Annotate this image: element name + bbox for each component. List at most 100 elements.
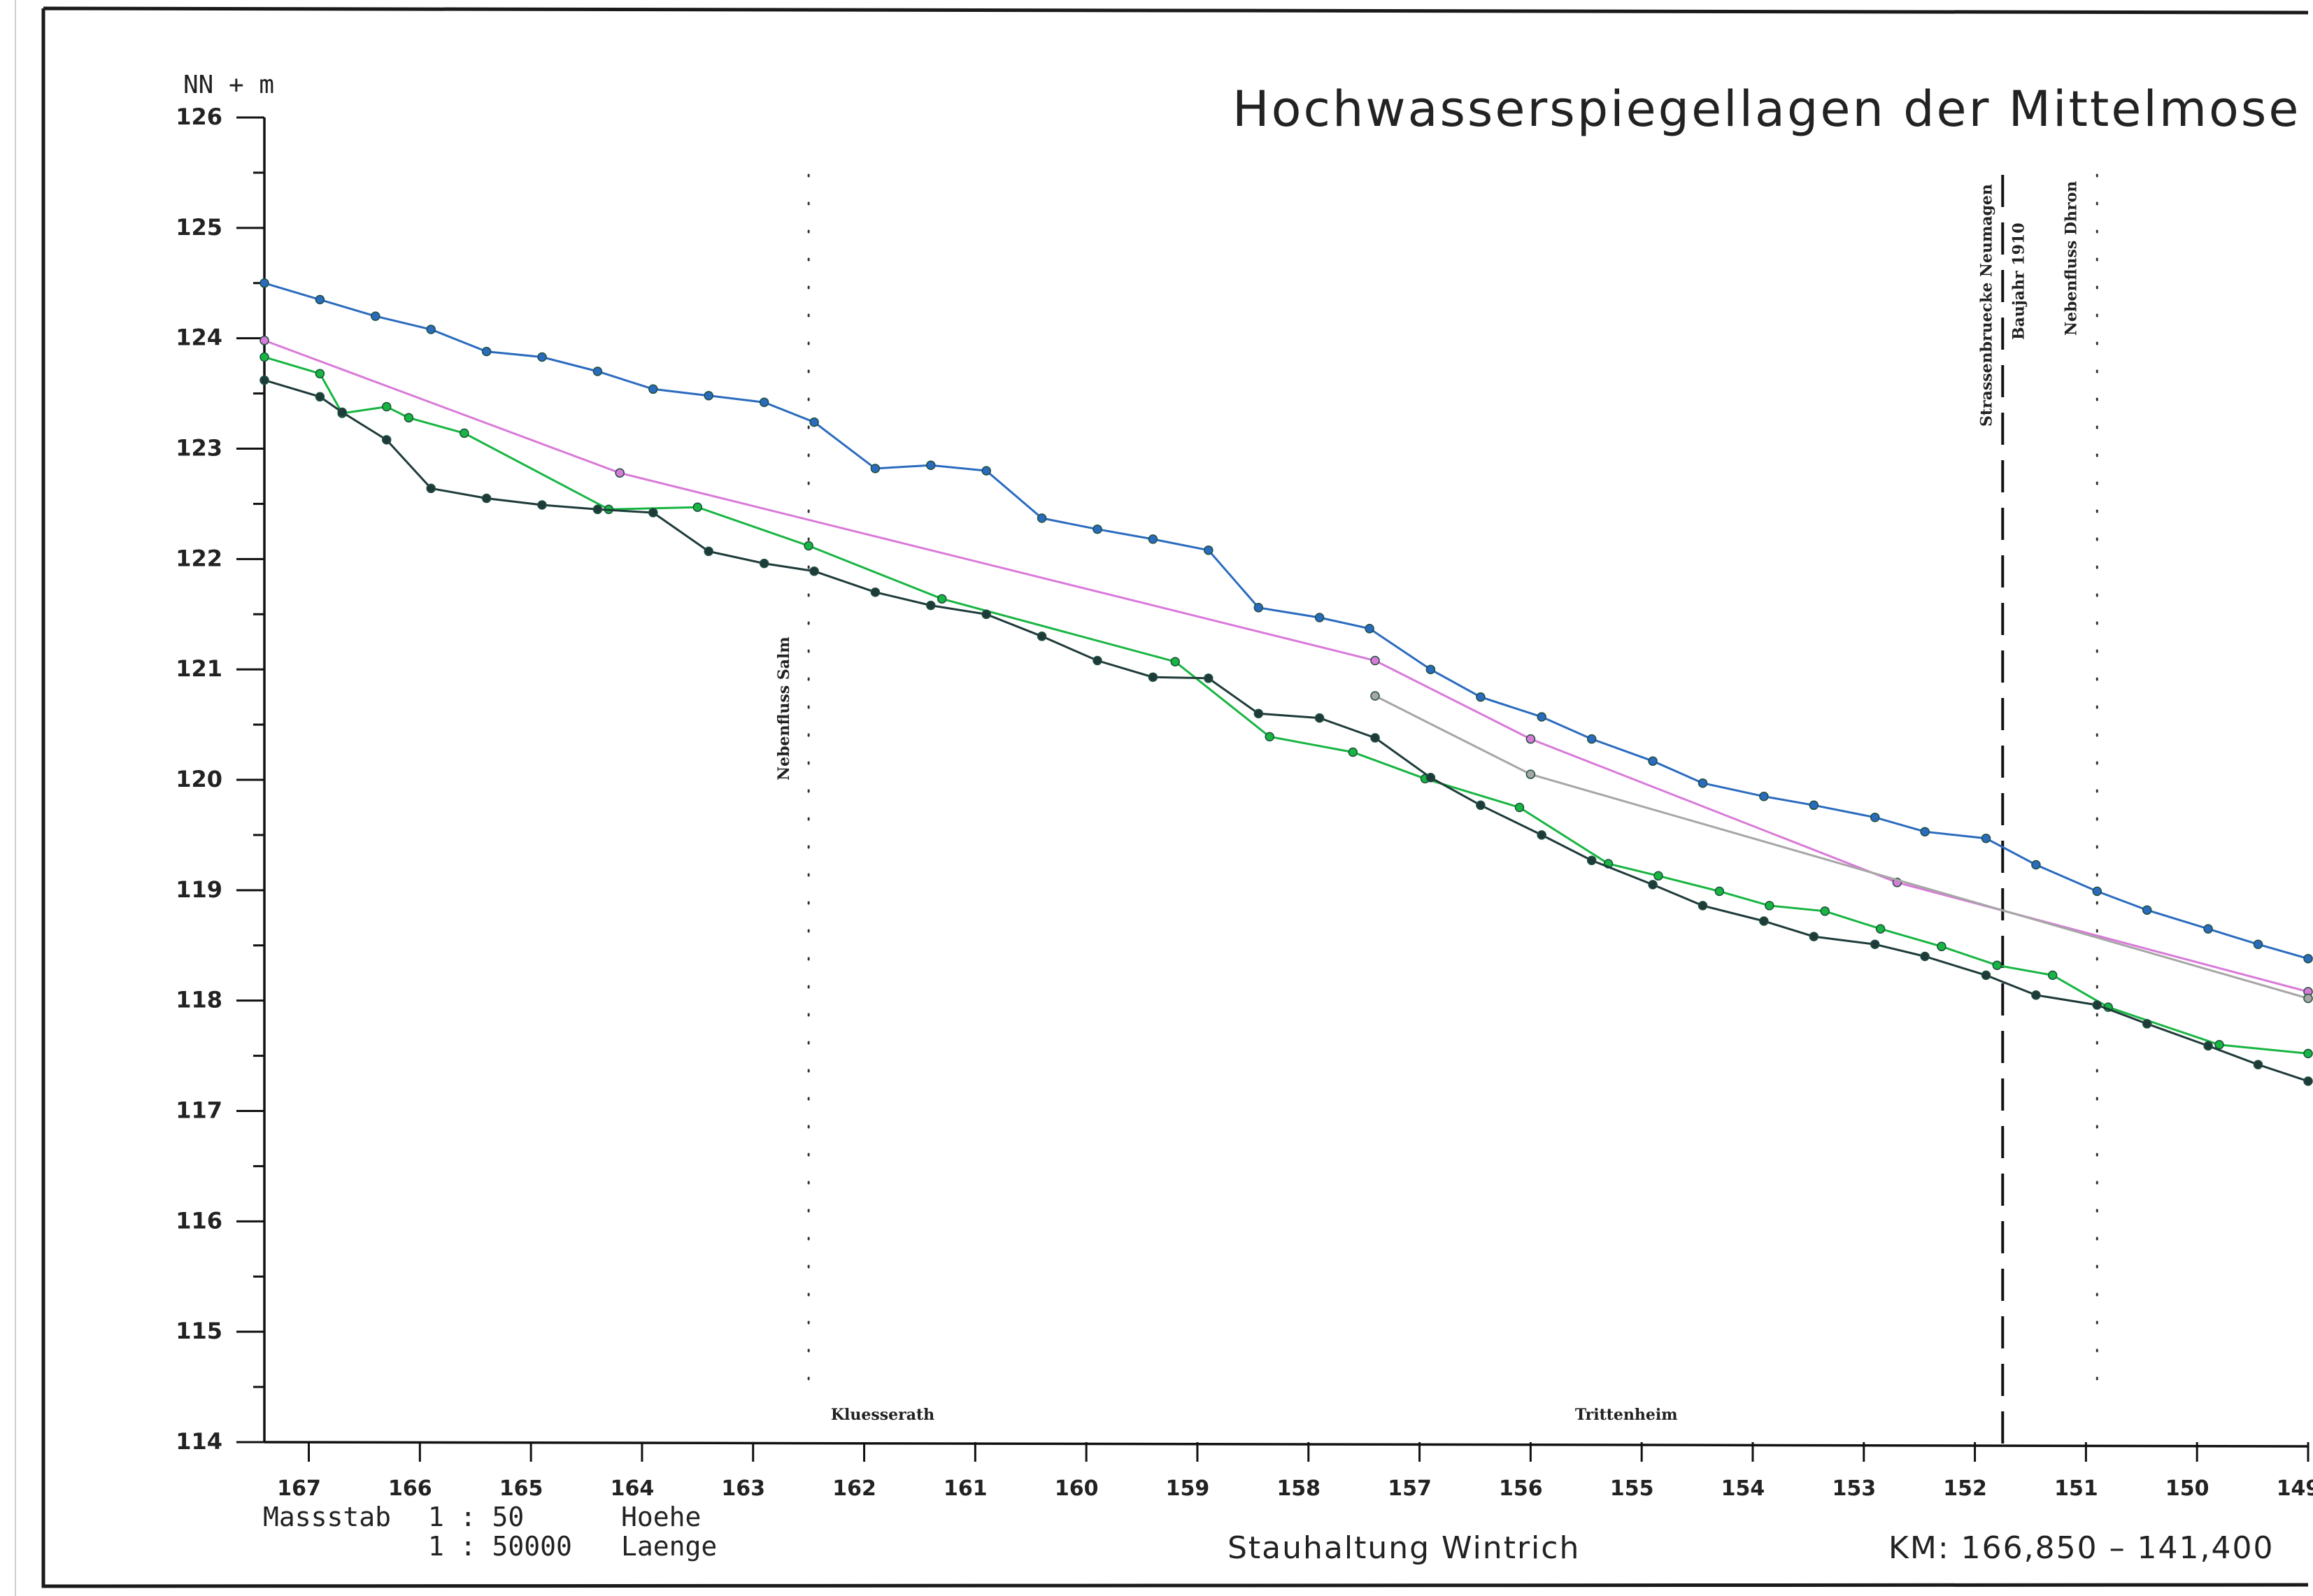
series-point-3 bbox=[2031, 990, 2041, 1000]
series-point-3 bbox=[1698, 901, 1708, 911]
series-point-3 bbox=[1586, 855, 1597, 865]
series-line-1 bbox=[264, 282, 2309, 960]
series-point-1 bbox=[1476, 692, 1486, 702]
series-point-1 bbox=[592, 366, 603, 376]
series-point-1 bbox=[2092, 886, 2102, 897]
series-point-3 bbox=[1537, 830, 1546, 840]
x-tick-label: 152 bbox=[1943, 1476, 1987, 1501]
x-axis bbox=[264, 1441, 2309, 1448]
series-point-3 bbox=[259, 375, 269, 385]
x-tick-label: 160 bbox=[1055, 1476, 1099, 1501]
series-point-3 bbox=[2203, 1041, 2213, 1051]
scale-vertical-label: Hoehe bbox=[621, 1502, 701, 1532]
series-point-3 bbox=[1759, 916, 1769, 926]
series-point-1 bbox=[537, 352, 547, 362]
series-point-1 bbox=[1204, 545, 1214, 555]
x-tick-label: 150 bbox=[2165, 1476, 2209, 1501]
y-tick-label: 123 bbox=[176, 435, 222, 462]
series-point-2 bbox=[1170, 657, 1180, 667]
series-point-1 bbox=[2031, 860, 2041, 870]
section-name: Stauhaltung Wintrich bbox=[1227, 1530, 1580, 1566]
series-point-3 bbox=[1476, 800, 1486, 811]
series-point-3 bbox=[426, 483, 436, 494]
marker-sublabel: Baujahr 1910 bbox=[2009, 222, 2028, 340]
x-tick-label: 162 bbox=[832, 1476, 876, 1501]
series-point-4 bbox=[1370, 655, 1380, 666]
series-point-2 bbox=[1653, 871, 1663, 881]
series-point-3 bbox=[1870, 939, 1880, 949]
drawing-frame bbox=[41, 6, 2309, 1588]
series-point-1 bbox=[1148, 534, 1158, 544]
series-point-3 bbox=[2092, 1000, 2102, 1010]
y-tick-label: 122 bbox=[176, 545, 222, 571]
series-point-3 bbox=[809, 566, 819, 576]
series-point-3 bbox=[1981, 970, 1991, 981]
series-point-2 bbox=[1265, 732, 1274, 742]
series-point-1 bbox=[926, 460, 936, 470]
x-tick-label: 149 bbox=[2277, 1476, 2313, 1501]
series-point-1 bbox=[648, 384, 658, 394]
x-tick-label: 161 bbox=[944, 1476, 988, 1501]
scale-horizontal: 1 : 50000 bbox=[428, 1531, 572, 1562]
series-point-2 bbox=[1714, 886, 1725, 897]
series-point-2 bbox=[1348, 747, 1358, 757]
x-tick-label: 154 bbox=[1721, 1476, 1765, 1501]
series-point-2 bbox=[1765, 901, 1774, 911]
series-point-2 bbox=[460, 428, 469, 439]
series-point-3 bbox=[2142, 1019, 2152, 1029]
series-point-3 bbox=[1204, 674, 1214, 683]
y-unit-label: NN + m bbox=[183, 71, 274, 99]
x-tick-label: 159 bbox=[1166, 1476, 1210, 1501]
series-point-5 bbox=[2303, 993, 2313, 1004]
series-point-1 bbox=[1537, 712, 1546, 722]
place-label: Kluesserath bbox=[831, 1406, 934, 1424]
series-point-1 bbox=[371, 311, 380, 321]
series-point-4 bbox=[615, 468, 625, 478]
series-point-2 bbox=[404, 413, 414, 423]
y-tick-label: 116 bbox=[176, 1207, 222, 1234]
series-point-1 bbox=[259, 278, 269, 288]
y-tick-label: 119 bbox=[176, 876, 222, 903]
x-tick-label: 156 bbox=[1499, 1476, 1543, 1501]
series-point-3 bbox=[926, 600, 936, 611]
series-point-2 bbox=[692, 502, 703, 512]
series-point-1 bbox=[759, 397, 769, 407]
series-point-3 bbox=[1370, 733, 1380, 743]
y-tick-label: 120 bbox=[176, 766, 222, 792]
series-point-1 bbox=[809, 417, 819, 427]
x-tick-label: 153 bbox=[1832, 1476, 1876, 1501]
series-point-1 bbox=[2253, 939, 2263, 949]
series-point-3 bbox=[592, 504, 603, 515]
scale-label: Massstab bbox=[263, 1502, 391, 1532]
series-point-3 bbox=[1314, 713, 1325, 723]
series-point-1 bbox=[1809, 800, 1819, 811]
series-point-3 bbox=[537, 500, 547, 510]
series-point-3 bbox=[648, 508, 658, 518]
x-tick-label: 165 bbox=[499, 1476, 543, 1501]
series-point-1 bbox=[2303, 953, 2313, 964]
series-point-1 bbox=[870, 464, 881, 473]
series-point-1 bbox=[2142, 905, 2152, 915]
series-point-2 bbox=[2214, 1040, 2224, 1050]
series-point-1 bbox=[315, 294, 325, 305]
x-tick-label: 158 bbox=[1276, 1476, 1321, 1501]
x-tick-label: 166 bbox=[388, 1476, 432, 1501]
series-point-3 bbox=[1648, 880, 1658, 890]
series-point-1 bbox=[1093, 524, 1102, 534]
series-point-3 bbox=[1093, 655, 1102, 666]
series-point-1 bbox=[1870, 812, 1880, 822]
series-point-1 bbox=[426, 325, 436, 334]
x-tick-label: 164 bbox=[611, 1476, 655, 1501]
chart-title: Hochwasserspiegellagen der Mittelmose bbox=[1232, 80, 2300, 138]
series-point-3 bbox=[2303, 1076, 2313, 1086]
series-point-1 bbox=[1314, 613, 1325, 622]
series-point-1 bbox=[1759, 791, 1769, 801]
series-point-1 bbox=[1698, 778, 1708, 788]
marker-label: Strassenbruecke Neumagen bbox=[1977, 184, 1995, 427]
series-point-2 bbox=[381, 401, 392, 412]
vertical-markers: Nebenfluss Salm Strassenbruecke Neumagen B… bbox=[775, 173, 2098, 1448]
y-tick-label: 125 bbox=[176, 214, 222, 241]
series-point-1 bbox=[1586, 734, 1597, 744]
series-point-5 bbox=[1525, 769, 1536, 779]
